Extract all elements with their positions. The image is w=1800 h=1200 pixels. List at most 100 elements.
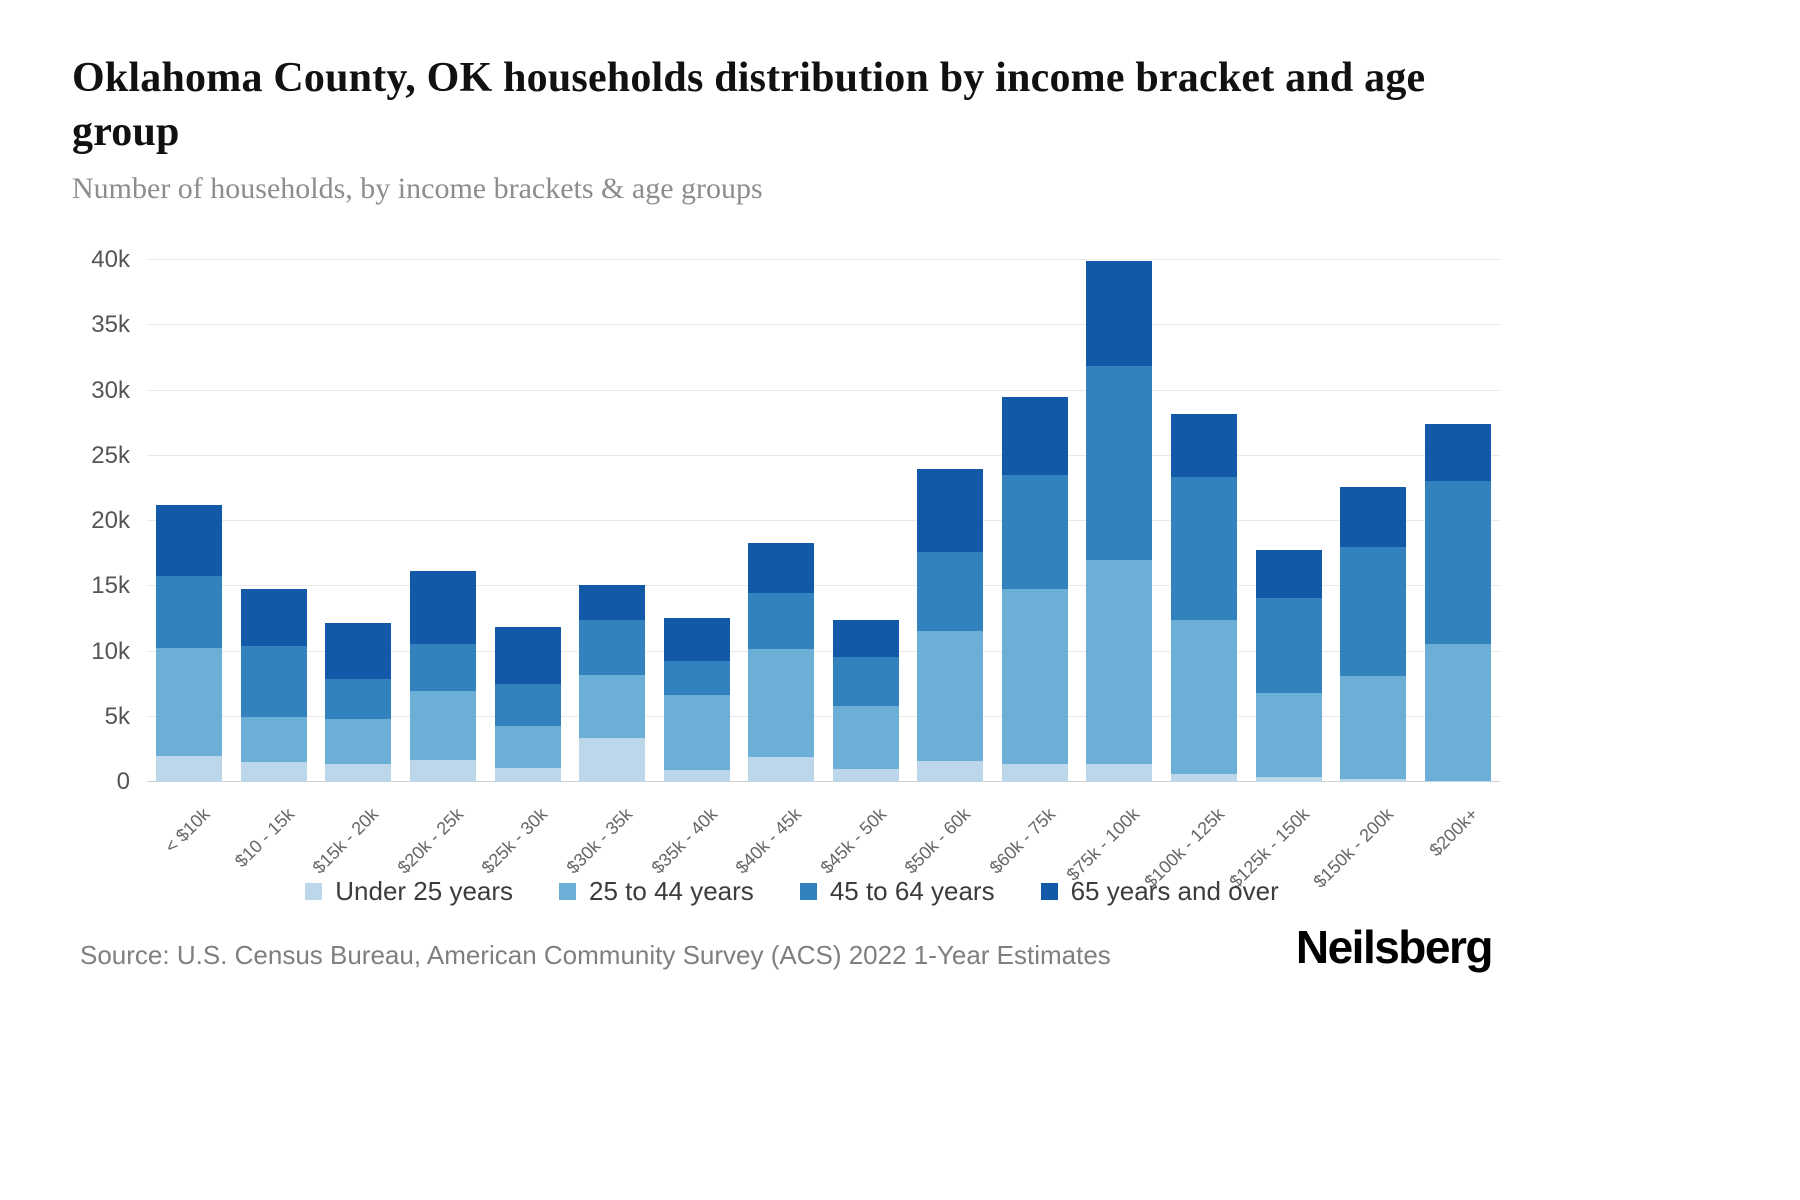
bar-segment[interactable] — [156, 647, 223, 756]
bar-segment[interactable] — [1086, 261, 1153, 366]
bar-segment[interactable] — [1424, 643, 1491, 781]
bar-stack — [1246, 260, 1331, 782]
bar-segment[interactable] — [917, 761, 984, 782]
bar-segment[interactable] — [494, 767, 561, 782]
legend-label: 65 years and over — [1070, 876, 1279, 906]
bar-segment[interactable] — [1171, 774, 1237, 782]
bar-segment[interactable] — [663, 617, 730, 661]
bar-stack — [232, 260, 317, 782]
bar-segment[interactable] — [1001, 588, 1068, 764]
bar-segment[interactable] — [1424, 780, 1491, 782]
bar-segment[interactable] — [325, 763, 392, 782]
bar-segment[interactable] — [240, 716, 307, 763]
bar-segment[interactable] — [663, 770, 730, 782]
y-axis-tick: 0 — [116, 768, 130, 795]
bar-segment[interactable] — [1086, 763, 1153, 782]
bar-segment[interactable] — [1086, 365, 1153, 561]
bar-segment[interactable] — [1255, 693, 1322, 777]
bar-segment[interactable] — [156, 505, 223, 576]
bar-segment[interactable] — [494, 725, 561, 768]
bar-segment[interactable] — [917, 468, 984, 553]
bar-segment[interactable] — [663, 660, 730, 695]
y-axis-tick: 30k — [91, 376, 130, 404]
bar-segment[interactable] — [494, 626, 561, 685]
legend-item[interactable]: 45 to 64 years — [799, 876, 995, 907]
bar-segment[interactable] — [1001, 397, 1068, 476]
x-axis-label: $45k - 50k — [816, 804, 890, 878]
y-axis-tick: 20k — [91, 507, 130, 534]
legend-item[interactable]: 25 to 44 years — [559, 876, 754, 907]
plot-area — [147, 259, 1500, 782]
y-axis-tick: 35k — [91, 311, 130, 339]
y-axis-tick: 5k — [104, 702, 130, 730]
x-axis-label: $30k - 35k — [562, 804, 637, 878]
page-title: Oklahoma County, OK households distribut… — [72, 55, 1426, 155]
bar-segment[interactable] — [579, 584, 646, 621]
bar-segment[interactable] — [409, 643, 476, 691]
bar-segment[interactable] — [832, 706, 899, 769]
bar-segment[interactable] — [156, 755, 223, 782]
bar-segment[interactable] — [748, 757, 815, 782]
bar-stack — [401, 260, 486, 782]
bar-segment[interactable] — [832, 656, 899, 707]
bar-segment[interactable] — [748, 648, 815, 758]
bar-segment[interactable] — [1001, 475, 1068, 589]
bar-segment[interactable] — [748, 592, 815, 649]
bars-container — [147, 260, 1500, 782]
bar-segment[interactable] — [1340, 676, 1407, 780]
bar-segment[interactable] — [325, 678, 392, 720]
bar-segment[interactable] — [917, 630, 984, 762]
gridline — [147, 454, 1500, 456]
y-axis-tick: 15k — [91, 572, 130, 600]
bar-stack — [993, 260, 1078, 782]
bar-segment[interactable] — [579, 620, 646, 676]
bar-segment[interactable] — [1424, 424, 1491, 481]
bar-segment[interactable] — [240, 762, 307, 782]
bar-segment[interactable] — [579, 675, 646, 738]
bar-segment[interactable] — [409, 690, 476, 760]
bar-segment[interactable] — [1001, 763, 1068, 782]
zero-axis-line — [147, 781, 1500, 782]
bar-segment[interactable] — [409, 759, 476, 782]
bar-segment[interactable] — [579, 737, 646, 782]
bar-segment[interactable] — [156, 575, 223, 648]
bar-stack — [1331, 260, 1416, 782]
bar-segment[interactable] — [325, 719, 392, 764]
bar-segment[interactable] — [917, 552, 984, 631]
bar-segment[interactable] — [325, 622, 392, 679]
stacked-bar-chart: 40k 35k 30k 25k 20k 15k 10k 5k 0 < $10k $10 - 15k… — [72, 246, 1500, 910]
bar-stack — [1415, 260, 1500, 782]
gridline — [147, 259, 1500, 260]
bar-stack — [485, 260, 570, 782]
bar-segment[interactable] — [1255, 598, 1322, 694]
bar-segment[interactable] — [1424, 480, 1491, 644]
bar-segment[interactable] — [409, 570, 476, 644]
bar-segment[interactable] — [1255, 549, 1322, 599]
legend-label: 25 to 44 years — [589, 876, 754, 906]
bar-stack — [739, 260, 824, 782]
bar-segment[interactable] — [1340, 547, 1407, 677]
bar-stack — [908, 260, 993, 782]
chart-legend: Under 25 years 25 to 44 years 45 to 64 yea… — [72, 876, 1512, 907]
bar-segment[interactable] — [748, 543, 815, 593]
bar-segment[interactable] — [1340, 779, 1407, 782]
bar-segment[interactable] — [832, 768, 899, 782]
legend-item[interactable]: 65 years and over — [1040, 876, 1279, 907]
bar-segment[interactable] — [1340, 487, 1407, 548]
bar-segment[interactable] — [1171, 476, 1237, 621]
bar-segment[interactable] — [1255, 776, 1322, 782]
bar-segment[interactable] — [1171, 620, 1237, 775]
bar-segment[interactable] — [1086, 560, 1153, 764]
bar-segment[interactable] — [240, 646, 307, 717]
brand-logo: Neilsberg — [1295, 921, 1494, 973]
bar-segment[interactable] — [494, 684, 561, 726]
x-axis-label: $20k - 25k — [393, 804, 468, 878]
legend-item[interactable]: Under 25 years — [305, 876, 513, 907]
bar-segment[interactable] — [832, 620, 899, 657]
bar-segment[interactable] — [663, 694, 730, 771]
bar-segment[interactable] — [1171, 414, 1237, 477]
bar-segment[interactable] — [240, 588, 307, 647]
source-note: Source: U.S. Census Bureau, American Com… — [80, 940, 1111, 970]
x-axis-label: $60k - 75k — [985, 804, 1060, 878]
